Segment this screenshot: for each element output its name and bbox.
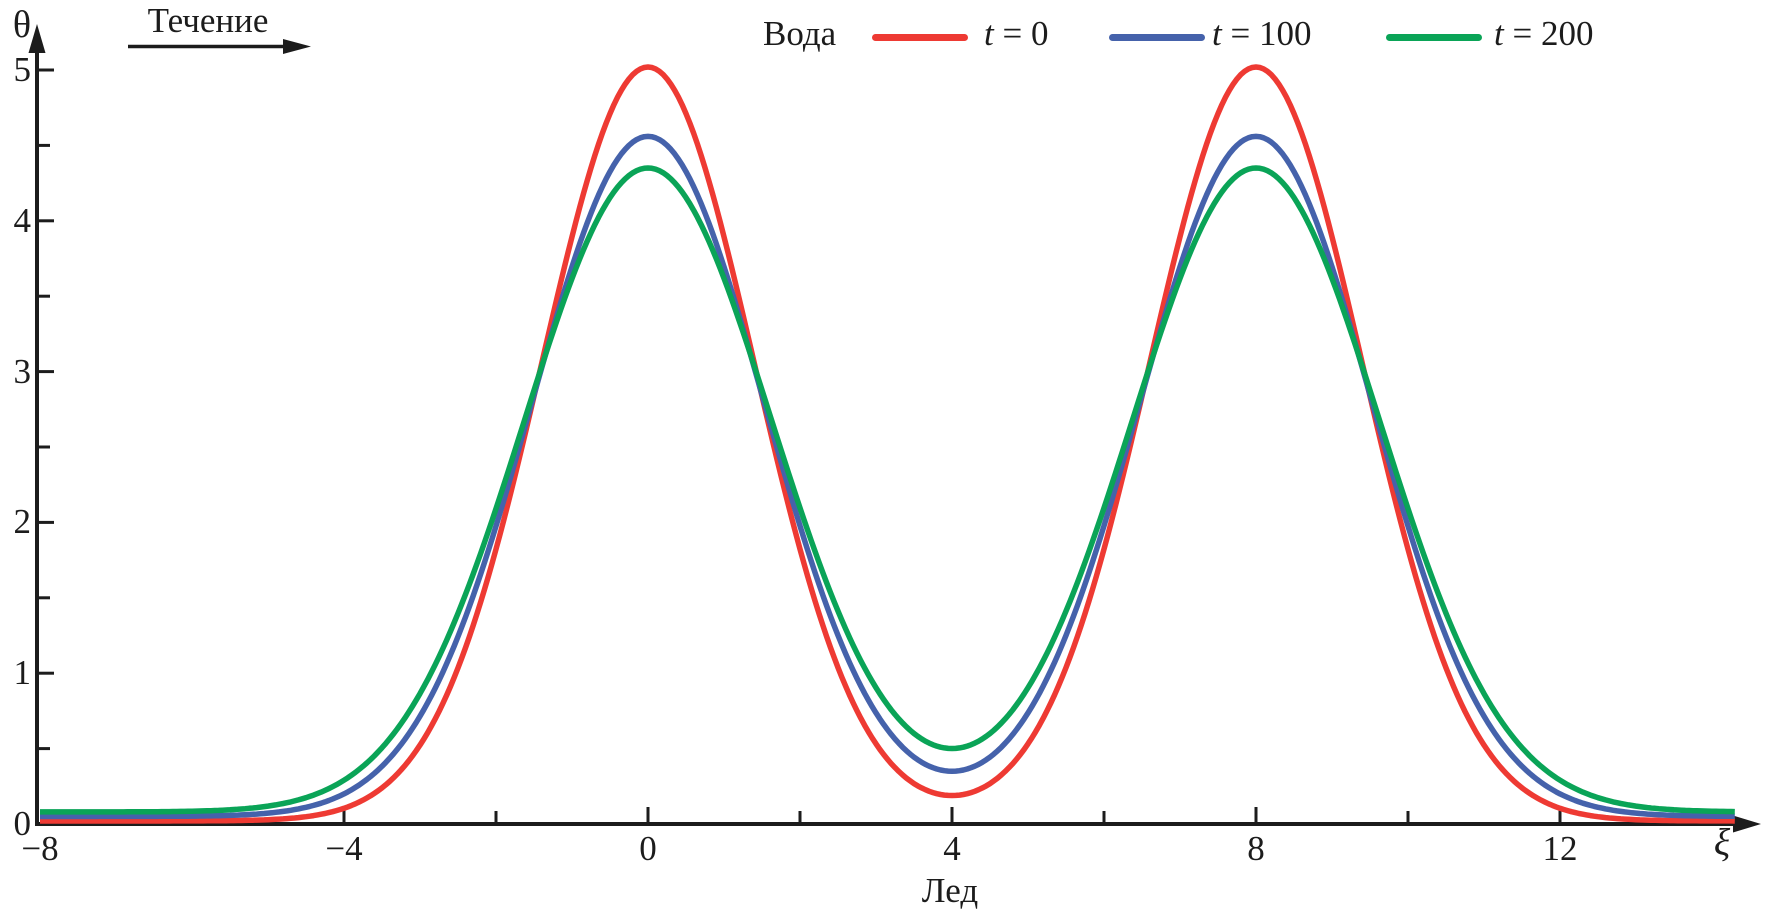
ice-label: Лед [921, 871, 979, 910]
y-tick-label: 3 [13, 351, 32, 391]
flow-arrow-head-icon [283, 39, 311, 54]
y-tick-label: 5 [13, 50, 32, 89]
y-axis-arrowhead-icon [28, 24, 46, 53]
series-curve-t-200 [40, 165, 1735, 815]
x-tick-label: −4 [325, 829, 363, 868]
legend-swatch-2 [1109, 34, 1205, 41]
y-tick-label: 0 [13, 804, 32, 843]
legend-label-1: t = 0 [984, 14, 1049, 53]
x-tick-label: 0 [639, 829, 657, 868]
x-tick-label: 4 [943, 829, 961, 868]
legend-title: Вода [763, 14, 837, 53]
x-tick-label: −8 [21, 829, 59, 868]
series-curve-t-100 [40, 133, 1735, 820]
y-tick-label: 4 [13, 200, 32, 240]
y-tick-label: 1 [13, 653, 32, 693]
legend-swatch-1 [872, 34, 968, 41]
legend-label-2: t = 100 [1212, 14, 1312, 53]
legend: Вода t = 0 t = 100 t = 200 [0, 0, 1765, 70]
series-curve-t-0 [40, 64, 1735, 824]
y-axis-title: θ [12, 4, 32, 46]
legend-label-3: t = 200 [1494, 14, 1594, 53]
x-axis-arrowhead-icon [1733, 815, 1761, 833]
x-tick-label: 8 [1247, 829, 1265, 868]
x-tick-label: 12 [1542, 829, 1578, 868]
legend-swatch-3 [1386, 34, 1482, 41]
x-axis-title: ξ [1713, 822, 1731, 864]
y-tick-label: 2 [13, 502, 32, 542]
flow-direction-label: Течение [147, 1, 269, 40]
